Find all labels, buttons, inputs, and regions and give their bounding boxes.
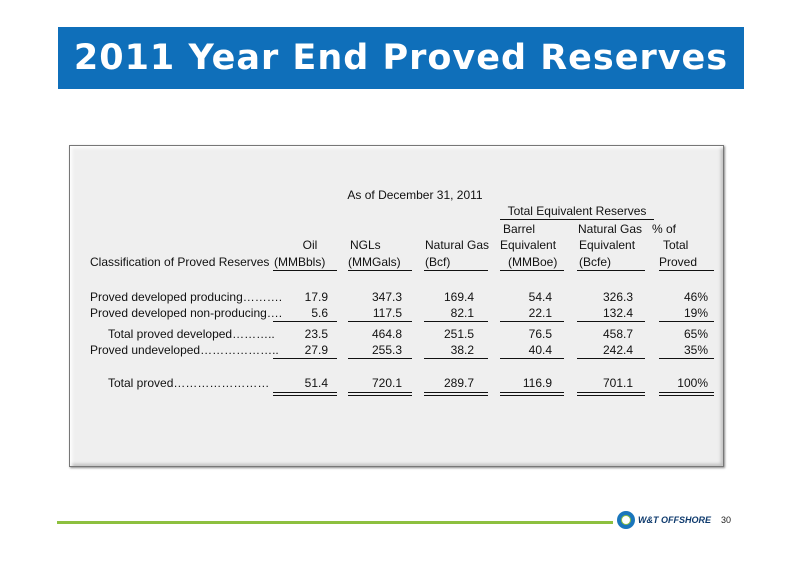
total-underline-gas <box>424 358 488 359</box>
reserves-table-panel: As of December 31, 2011 Total Equivalent… <box>69 145 724 467</box>
total-underline-ngls <box>348 358 412 359</box>
as-of-date: As of December 31, 2011 <box>347 188 483 202</box>
cell-ngls: 720.1 <box>371 376 402 390</box>
cell-gas: 169.4 <box>443 290 474 304</box>
total-underline-oil <box>273 358 337 359</box>
header-underline-pct <box>659 270 714 271</box>
cell-pct: 19% <box>683 306 708 320</box>
total-underline-bcfe <box>577 358 645 359</box>
cell-gas: 251.5 <box>443 327 474 341</box>
cell-bcfe: 132.4 <box>602 306 633 320</box>
cell-oil: 23.5 <box>304 327 328 341</box>
cell-gas: 289.7 <box>443 376 474 390</box>
cell-ngls: 347.3 <box>371 290 402 304</box>
group-header-underline <box>500 219 654 220</box>
double-underline-bcfe <box>577 392 645 396</box>
double-underline-oil <box>273 392 337 396</box>
header-classification: Classification of Proved Reserves <box>90 255 270 269</box>
logo-swirl-icon <box>617 511 635 529</box>
header-bcfe-line1: Natural Gas <box>578 222 643 236</box>
footer-divider <box>57 521 613 524</box>
company-logo: W&T OFFSHORE <box>617 511 711 529</box>
header-pct-line1: % of <box>652 222 677 236</box>
cell-bcfe: 326.3 <box>602 290 633 304</box>
header-underline-boe <box>500 270 564 271</box>
cell-ngls: 255.3 <box>371 343 402 357</box>
cell-oil: 27.9 <box>304 343 328 357</box>
header-boe-line2: Equivalent <box>500 238 557 252</box>
cell-boe: 40.4 <box>528 343 552 357</box>
cell-bcfe: 701.1 <box>602 376 633 390</box>
header-underline-oil <box>273 270 337 271</box>
cell-boe: 116.9 <box>522 376 552 390</box>
cell-pct: 100% <box>677 376 708 390</box>
header-bcfe-line3: (Bcfe) <box>579 255 612 269</box>
cell-gas: 82.1 <box>450 306 474 320</box>
row-label-undeveloped: Proved undeveloped……………….. <box>90 343 279 357</box>
group-header-equivalent: Total Equivalent Reserves <box>507 204 647 218</box>
total-underline-pct <box>659 358 714 359</box>
double-underline-boe <box>500 392 564 396</box>
double-underline-gas <box>424 392 488 396</box>
slide-title: 2011 Year End Proved Reserves <box>73 38 729 78</box>
page-number: 30 <box>721 515 732 525</box>
cell-pct: 65% <box>683 327 708 341</box>
subtotal-underline-oil <box>273 321 337 322</box>
header-pct-line2: Total <box>663 238 689 252</box>
header-bcfe-line2: Equivalent <box>579 238 636 252</box>
header-pct-line3: Proved <box>659 255 698 269</box>
row-label-pdnp: Proved developed non-producing…. <box>90 306 283 320</box>
header-underline-bcfe <box>577 270 645 271</box>
header-gas-line1: Natural Gas <box>425 238 490 252</box>
header-oil-line2: (MMBbls) <box>274 255 326 269</box>
subtotal-underline-boe <box>500 321 564 322</box>
subtotal-underline-gas <box>424 321 488 322</box>
cell-oil: 51.4 <box>304 376 328 390</box>
header-ngls-line2: (MMGals) <box>348 255 401 269</box>
cell-oil: 5.6 <box>311 306 328 320</box>
subtotal-underline-bcfe <box>577 321 645 322</box>
double-underline-pct <box>659 392 714 396</box>
header-ngls-line1: NGLs <box>350 238 381 252</box>
title-bar: 2011 Year End Proved Reserves <box>58 27 744 89</box>
cell-gas: 38.2 <box>450 343 474 357</box>
cell-bcfe: 242.4 <box>602 343 633 357</box>
header-underline-ngls <box>348 270 412 271</box>
row-label-total-proved: Total proved…………………… <box>108 376 270 390</box>
row-label-total-developed: Total proved developed……….. <box>108 327 275 341</box>
subtotal-underline-ngls <box>348 321 412 322</box>
cell-bcfe: 458.7 <box>602 327 633 341</box>
double-underline-ngls <box>348 392 412 396</box>
cell-boe: 54.4 <box>528 290 552 304</box>
header-boe-line3: (MMBoe) <box>508 255 558 269</box>
cell-ngls: 464.8 <box>371 327 402 341</box>
cell-oil: 17.9 <box>304 290 328 304</box>
cell-boe: 22.1 <box>528 306 552 320</box>
cell-boe: 76.5 <box>528 327 552 341</box>
row-label-pdp: Proved developed producing………. <box>90 290 283 304</box>
reserves-table: As of December 31, 2011 Total Equivalent… <box>70 146 723 466</box>
cell-pct: 46% <box>683 290 708 304</box>
logo-text: W&T OFFSHORE <box>638 515 711 525</box>
header-boe-line1: Barrel <box>503 222 536 236</box>
cell-ngls: 117.5 <box>372 306 402 320</box>
total-underline-boe <box>500 358 564 359</box>
subtotal-underline-pct <box>659 321 714 322</box>
header-gas-line2: (Bcf) <box>425 255 451 269</box>
header-oil-line1: Oil <box>302 238 318 252</box>
header-underline-gas <box>424 270 488 271</box>
cell-pct: 35% <box>683 343 708 357</box>
